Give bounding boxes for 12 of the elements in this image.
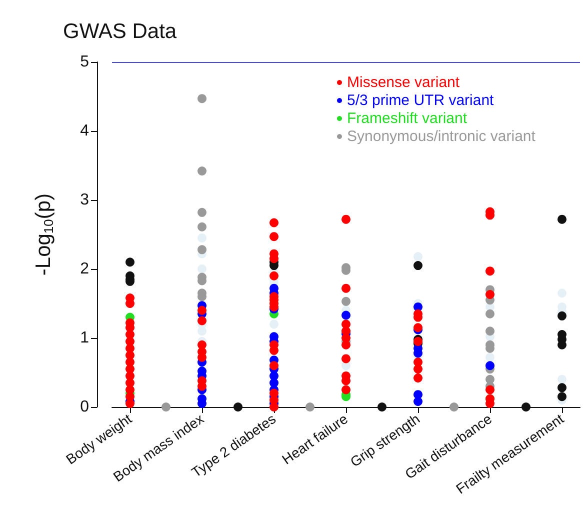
y-axis-title: -Log10(p) [32,193,56,276]
y-tick-label: 3 [80,192,90,208]
y-tick-label: 4 [80,122,90,140]
y-tick-label: 0 [80,398,90,416]
legend-label: 5/3 prime UTR variant [347,92,495,109]
chart-title: GWAS Data [63,20,177,43]
legend-label: Frameshift variant [347,110,468,127]
y-tick-label: 5 [80,54,90,70]
legend-label: Synonymous/intronic variant [347,128,536,145]
legend-label: Missense variant [347,74,460,91]
y-tick-label: 1 [80,330,90,346]
y-tick-label: 2 [80,260,90,278]
